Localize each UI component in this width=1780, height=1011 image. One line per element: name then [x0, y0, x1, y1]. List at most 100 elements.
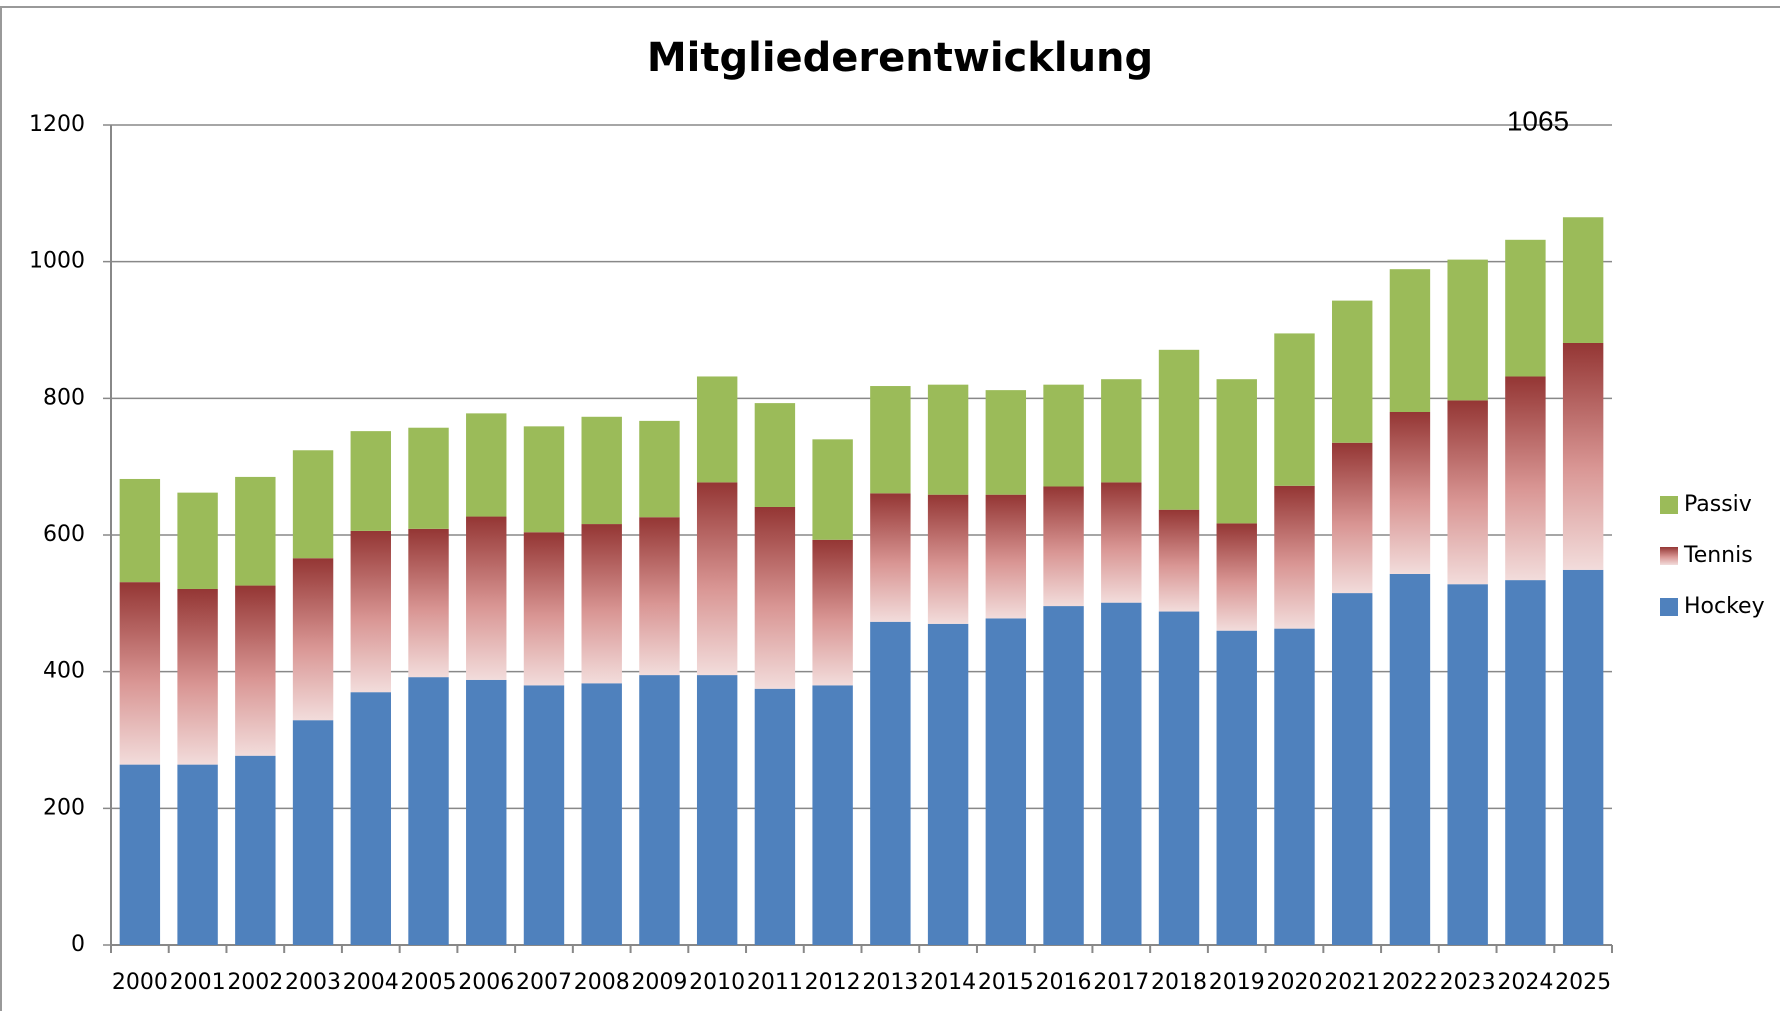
bar-segment: [1158, 509, 1200, 612]
bar-segment: [927, 623, 969, 945]
x-tick-label: 2007: [516, 970, 572, 995]
bar-segment: [639, 517, 680, 676]
bar-segment: [985, 390, 1027, 495]
bar-segment: [1274, 628, 1315, 945]
bar-segment: [1216, 523, 1257, 631]
bar-segment: [235, 755, 276, 945]
bar-segment: [235, 476, 276, 586]
x-tick-label: 2002: [227, 970, 283, 995]
y-tick-label: 600: [43, 522, 85, 547]
x-tick-label: 2009: [631, 970, 687, 995]
bar-segment: [985, 618, 1027, 945]
legend-label: Hockey: [1684, 594, 1765, 619]
x-tick-label: 2014: [920, 970, 976, 995]
bar-segment: [466, 413, 507, 517]
bar-segment: [696, 376, 738, 483]
bar-segment: [1562, 342, 1604, 570]
bar-segment: [292, 450, 334, 559]
bar-segment: [1332, 300, 1373, 443]
bar-segment: [1562, 217, 1604, 343]
y-tick-label: 1200: [29, 112, 85, 137]
bar-segment: [466, 516, 507, 680]
y-tick-label: 1000: [29, 249, 85, 274]
bar-segment: [350, 692, 391, 945]
y-tick-label: 400: [43, 659, 85, 684]
bar-segment: [1505, 376, 1546, 581]
x-tick-label: 2016: [1036, 970, 1092, 995]
bar-segment: [235, 585, 276, 756]
bar-segment: [350, 431, 391, 531]
y-tick-label: 800: [43, 385, 85, 410]
bar-segment: [523, 532, 565, 686]
bar-segment: [177, 492, 218, 589]
legend-label: Passiv: [1684, 492, 1752, 517]
bar-segment: [1274, 333, 1315, 486]
bar-segment: [754, 403, 796, 507]
bar-segment: [292, 558, 334, 721]
bar-segment: [1101, 482, 1142, 603]
x-tick-label: 2015: [978, 970, 1034, 995]
bar-segment: [812, 539, 853, 686]
legend-swatch: [1660, 547, 1678, 565]
bar-segment: [1505, 580, 1546, 945]
x-tick-label: 2025: [1555, 970, 1611, 995]
bar-segment: [1505, 239, 1546, 377]
chart-title: Mitgliederentwicklung: [647, 35, 1153, 81]
bar-segment: [1216, 379, 1257, 524]
bar-segment: [870, 386, 911, 494]
bar-segment: [523, 685, 565, 945]
frame: [0, 6, 1780, 1011]
bar-segment: [177, 588, 218, 765]
bar-segment: [466, 679, 507, 945]
legend-swatch: [1660, 496, 1678, 514]
x-tick-label: 2004: [343, 970, 399, 995]
bar-segment: [1216, 630, 1257, 945]
bar-segment: [1158, 611, 1200, 945]
bar-segment: [1332, 593, 1373, 945]
x-tick-label: 2018: [1151, 970, 1207, 995]
bar-segment: [408, 528, 449, 678]
legend-label: Tennis: [1683, 543, 1753, 568]
bar-segment: [927, 494, 969, 624]
bar-segment: [754, 688, 796, 945]
bar-segment: [523, 426, 565, 533]
bar-segment: [1043, 384, 1084, 487]
bar-segment: [408, 427, 449, 529]
x-tick-label: 2006: [458, 970, 514, 995]
bar-segment: [1274, 485, 1315, 629]
bar-segment: [1447, 400, 1488, 585]
annotation: 1065: [1507, 105, 1569, 136]
bar-segment: [754, 506, 796, 689]
bar-segment: [927, 384, 969, 495]
y-tick-label: 0: [71, 932, 85, 957]
bar-segment: [581, 524, 622, 684]
bar-segment: [1447, 584, 1488, 945]
bar-segment: [1447, 259, 1488, 401]
bar-segment: [870, 493, 911, 622]
bar-segment: [1101, 602, 1142, 945]
bar-segment: [581, 416, 622, 525]
bar-segment: [985, 494, 1027, 619]
bar-segment: [119, 582, 161, 765]
bar-segment: [812, 685, 853, 945]
bar-segment: [696, 482, 738, 676]
bar-segment: [581, 683, 622, 945]
bar-segment: [696, 675, 738, 945]
bar-segment: [639, 675, 680, 945]
x-tick-label: 2001: [170, 970, 226, 995]
bar-segment: [119, 478, 161, 583]
x-tick-label: 2008: [574, 970, 630, 995]
x-tick-label: 2003: [285, 970, 341, 995]
x-tick-label: 2020: [1266, 970, 1322, 995]
x-tick-label: 2019: [1209, 970, 1265, 995]
x-tick-label: 2012: [805, 970, 861, 995]
bar-segment: [812, 439, 853, 540]
bar-segment: [408, 677, 449, 945]
x-tick-label: 2023: [1440, 970, 1496, 995]
bar-segment: [1389, 269, 1431, 412]
bar-segment: [119, 764, 161, 945]
bar-segment: [350, 530, 391, 693]
bar-segment: [1332, 442, 1373, 594]
bar-segment: [1562, 569, 1604, 945]
